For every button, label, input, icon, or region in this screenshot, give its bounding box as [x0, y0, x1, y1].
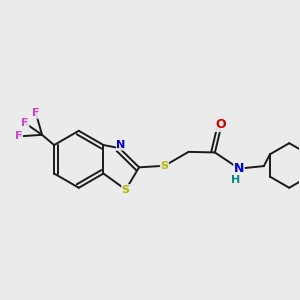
- Text: H: H: [231, 175, 240, 185]
- Text: N: N: [234, 162, 244, 175]
- Text: F: F: [21, 118, 29, 128]
- Text: F: F: [32, 108, 40, 118]
- Text: N: N: [116, 140, 126, 150]
- Text: O: O: [215, 118, 226, 131]
- Text: S: S: [122, 184, 130, 195]
- Text: F: F: [15, 131, 22, 141]
- Text: S: S: [160, 161, 169, 171]
